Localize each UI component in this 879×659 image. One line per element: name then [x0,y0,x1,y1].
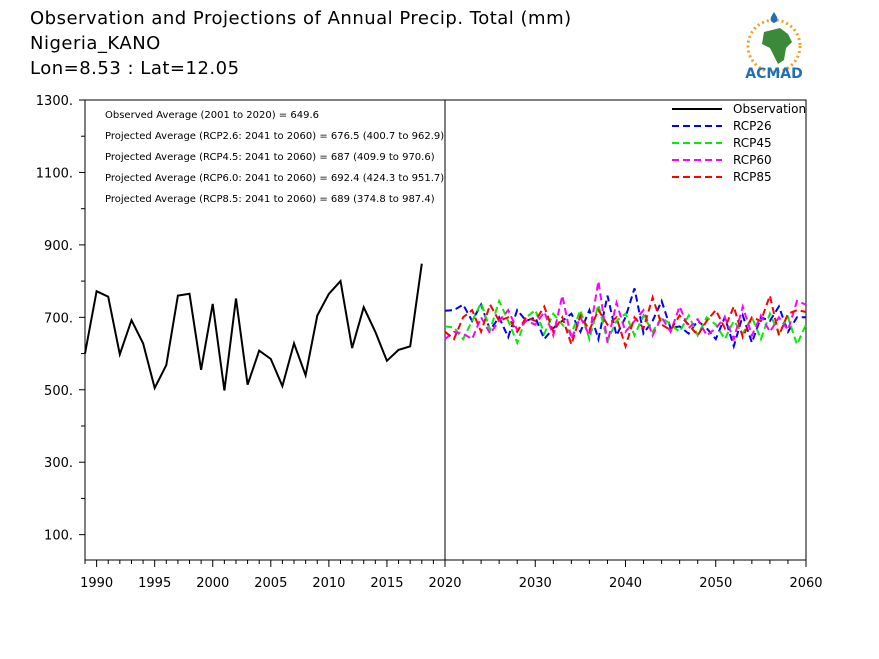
series-line-rcp45 [444,298,807,348]
axis-ticks: 100. 300. 500. 700. 900. 1100. 1300. 1990 1995 20… [36,94,823,591]
stats-annotations: Observed Average (2001 to 2020) = 649.6 … [105,110,444,205]
series-line-observation [84,263,423,391]
y-tick-label: 500. [44,384,73,399]
x-tick-label: 1995 [138,576,171,591]
logo-text: ACMAD [745,66,803,82]
y-tick-label: 100. [44,529,73,544]
stat-observed: Observed Average (2001 to 2020) = 649.6 [105,110,319,121]
x-tick-label: 2030 [519,576,552,591]
chart-legend: Observation RCP26 RCP45 RCP60 RCP85 [672,102,806,184]
legend-label: RCP45 [733,136,772,150]
legend-label: Observation [733,102,806,116]
legend-label: RCP60 [733,153,772,167]
x-tick-label: 2005 [254,576,287,591]
location-coordinates: Lon=8.53 : Lat=12.05 [30,58,240,79]
series-lines [84,263,807,391]
stat-rcp26: Projected Average (RCP2.6: 2041 to 2060)… [105,131,444,142]
stat-rcp85: Projected Average (RCP8.5: 2041 to 2060)… [105,194,435,205]
x-tick-label: 2040 [609,576,642,591]
y-tick-label: 1100. [36,166,73,181]
series-line-rcp60 [444,280,807,343]
x-tick-label: 2010 [312,576,345,591]
acmad-logo: ACMAD [736,8,820,84]
location-name: Nigeria_KANO [30,33,161,54]
legend-label: RCP85 [733,170,772,184]
x-tick-label: 2000 [196,576,229,591]
x-tick-label: 2050 [699,576,732,591]
legend-label: RCP26 [733,119,772,133]
stat-rcp45: Projected Average (RCP4.5: 2041 to 2060)… [105,152,435,163]
series-line-rcp26 [444,288,806,350]
chart-title: Observation and Projections of Annual Pr… [30,8,572,29]
stat-rcp60: Projected Average (RCP6.0: 2041 to 2060)… [105,173,444,184]
x-tick-label: 1990 [80,576,113,591]
africa-map-icon: ACMAD [745,12,803,82]
x-tick-label: 2060 [789,576,822,591]
series-line-rcp85 [444,292,807,350]
y-tick-label: 300. [44,456,73,471]
y-tick-label: 1300. [36,94,73,109]
x-tick-label: 2020 [428,576,461,591]
y-tick-label: 900. [44,239,73,254]
x-tick-label: 2015 [370,576,403,591]
y-tick-label: 700. [44,311,73,326]
